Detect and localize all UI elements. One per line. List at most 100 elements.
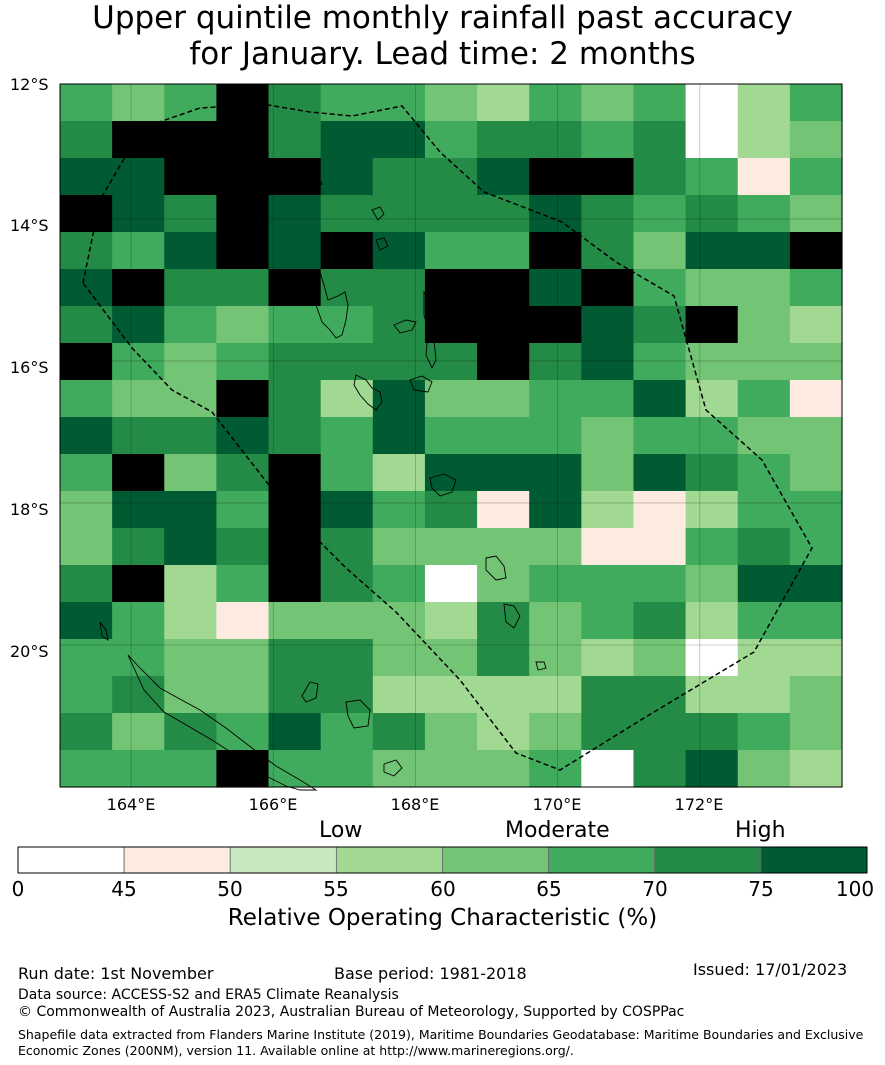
- grid-cell: [685, 84, 739, 122]
- grid-cell: [581, 528, 635, 566]
- eez-boundary: [82, 103, 813, 771]
- grid-cell: [789, 306, 843, 344]
- grid-cell: [424, 232, 478, 270]
- grid-cell: [529, 528, 582, 566]
- grid-cell: [737, 454, 791, 492]
- lat-tick-label: 16°S: [10, 358, 49, 377]
- grid-cell: [268, 454, 322, 492]
- grid-cell: [320, 195, 374, 233]
- grid-cell: [268, 713, 322, 751]
- grid-cell: [164, 158, 217, 196]
- grid-cell: [737, 232, 791, 270]
- grid-cell: [685, 417, 739, 455]
- grid-cell: [60, 491, 113, 529]
- grid-cell: [164, 602, 217, 640]
- grid-cell: [685, 676, 739, 714]
- grid-cell: [477, 639, 530, 677]
- grid-cell: [268, 121, 322, 159]
- grid-cell: [529, 676, 582, 714]
- grid-cell: [268, 639, 322, 677]
- grid-cell: [477, 195, 530, 233]
- grid-cell: [685, 713, 739, 751]
- grid-cell: [737, 343, 791, 381]
- grid-cell: [216, 306, 270, 344]
- grid-cell: [164, 639, 217, 677]
- grid-cell: [164, 750, 217, 788]
- grid-cell: [268, 380, 322, 418]
- lon-tick-label: 172°E: [674, 795, 724, 814]
- colorbar-tick: 60: [430, 877, 456, 901]
- grid-cell: [789, 750, 843, 788]
- grid-cell: [164, 306, 217, 344]
- grid-cell: [216, 195, 270, 233]
- grid-cell: [60, 417, 113, 455]
- category-low: Low: [319, 818, 363, 843]
- grid-cell: [60, 676, 113, 714]
- grid-cell: [633, 528, 687, 566]
- grid-cell: [789, 84, 843, 122]
- grid-cell: [581, 639, 635, 677]
- grid-cell: [581, 84, 635, 122]
- colorbar-tick: 55: [323, 877, 349, 901]
- run-date: Run date: 1st November: [18, 964, 214, 983]
- grid-cell: [372, 269, 426, 307]
- coastline-lifou: [345, 699, 371, 729]
- grid-cell: [581, 676, 635, 714]
- colorbar-segment: [654, 846, 762, 874]
- grid-cell: [112, 269, 165, 307]
- grid-cell: [424, 306, 478, 344]
- coastline-gaua: [375, 237, 389, 251]
- coastline-erromango: [485, 555, 507, 581]
- grid-cell: [112, 713, 165, 751]
- colorbar-segment: [335, 846, 443, 874]
- lon-tick-label: 166°E: [248, 795, 298, 814]
- shapefile-credit: Shapefile data extracted from Flanders M…: [18, 1027, 863, 1059]
- grid-cell: [164, 491, 217, 529]
- grid-cell: [164, 121, 217, 159]
- grid-cell: [633, 343, 687, 381]
- grid-cell: [633, 454, 687, 492]
- grid-cell: [372, 195, 426, 233]
- colorbar-tick: 0: [11, 877, 25, 901]
- grid-cell: [477, 713, 530, 751]
- grid-cell: [737, 195, 791, 233]
- grid-cell: [216, 676, 270, 714]
- grid-cell: [112, 195, 165, 233]
- grid-cell: [737, 713, 791, 751]
- grid-cell: [60, 565, 113, 603]
- grid-cell: [789, 528, 843, 566]
- coastline-mare: [383, 759, 403, 777]
- grid-cell: [216, 602, 270, 640]
- grid-cell: [216, 380, 270, 418]
- grid-cell: [216, 269, 270, 307]
- grid-cell: [60, 121, 113, 159]
- category-moderate: Moderate: [505, 818, 610, 843]
- grid-cell: [372, 565, 426, 603]
- grid-cell: [685, 269, 739, 307]
- grid-cell: [685, 639, 739, 677]
- grid-cell: [60, 713, 113, 751]
- coastline-torres: [311, 160, 323, 187]
- colorbar-tick: 45: [111, 877, 137, 901]
- grid-cell: [60, 602, 113, 640]
- grid-cell: [164, 713, 217, 751]
- coastline-ambrym: [409, 375, 433, 393]
- grid-cell: [60, 750, 113, 788]
- grid-cell: [268, 676, 322, 714]
- grid-cell: [477, 454, 530, 492]
- grid-cell: [477, 158, 530, 196]
- colorbar-segment: [17, 846, 125, 874]
- grid-cell: [581, 121, 635, 159]
- grid-cell: [581, 195, 635, 233]
- coastline-malakula: [353, 374, 383, 411]
- grid-cell: [268, 491, 322, 529]
- grid-cell: [268, 417, 322, 455]
- grid-cell: [112, 454, 165, 492]
- grid-cell: [320, 343, 374, 381]
- grid-cell: [60, 306, 113, 344]
- grid-cell: [737, 639, 791, 677]
- category-high: High: [735, 818, 786, 843]
- grid-cell: [529, 565, 582, 603]
- grid-cell: [424, 269, 478, 307]
- grid-cell: [789, 158, 843, 196]
